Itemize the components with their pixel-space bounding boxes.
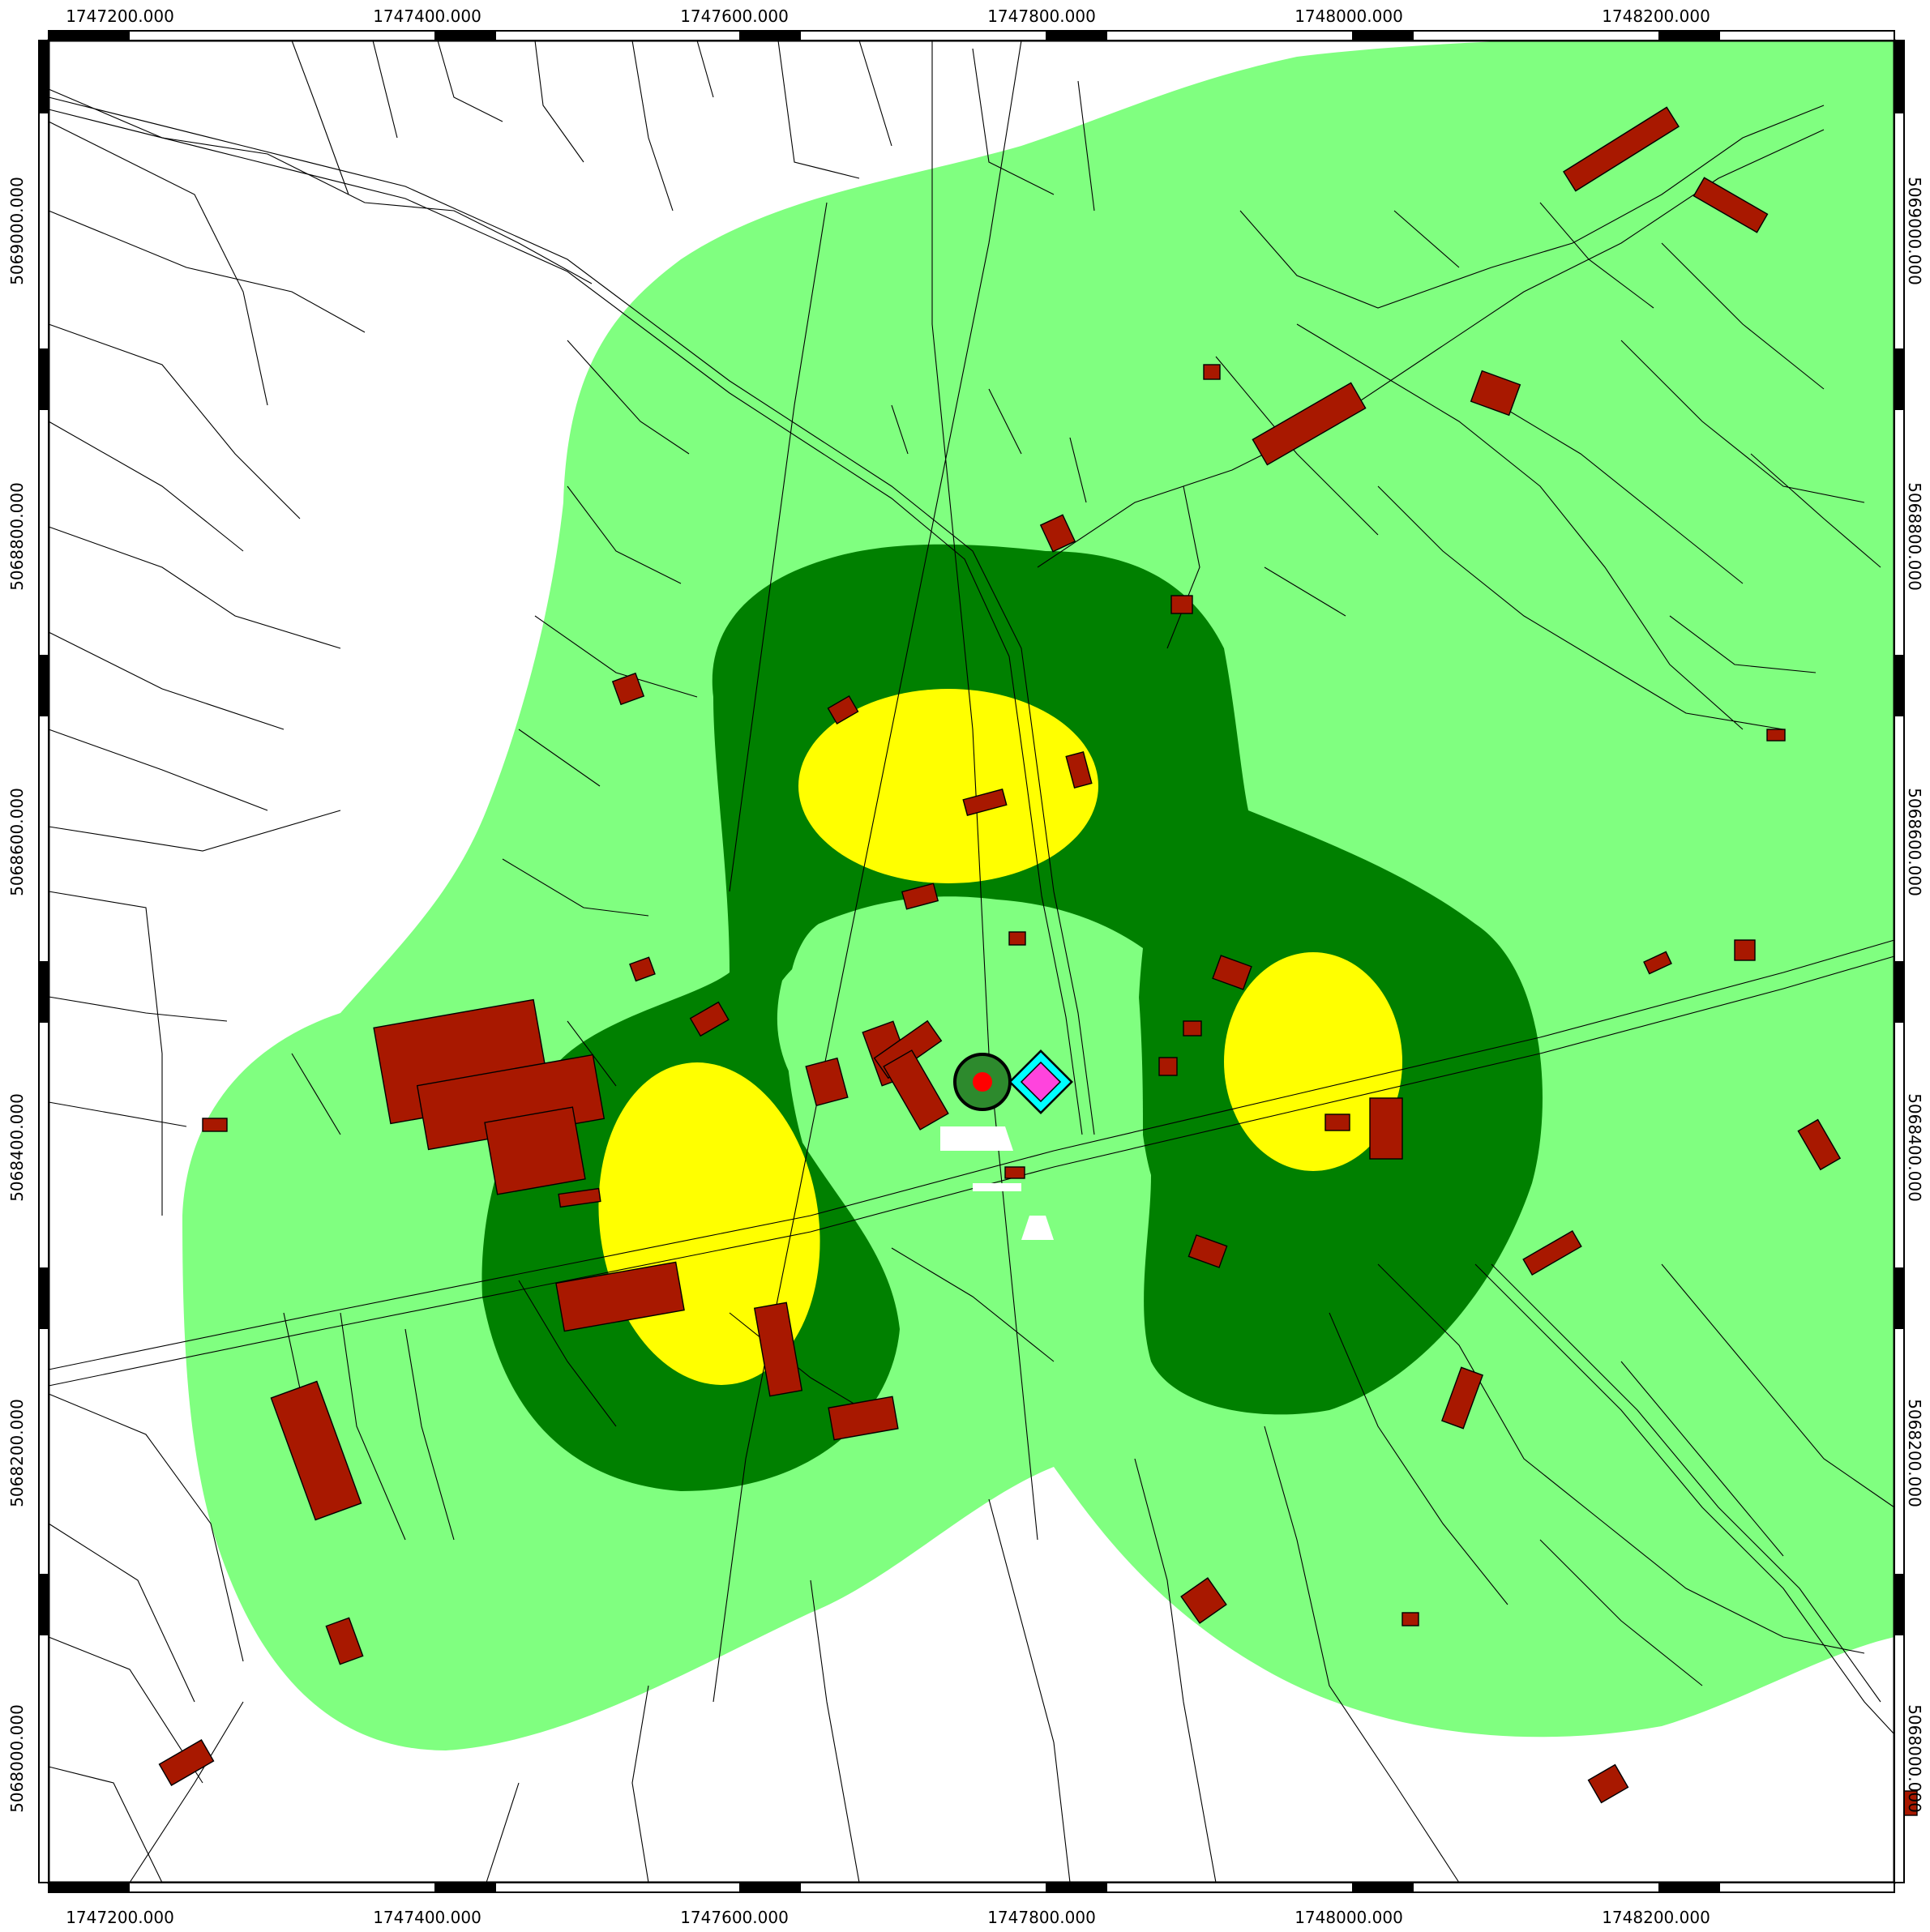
y-label-left: 5068400.000 (7, 1093, 27, 1202)
y-label-left: 5069000.000 (7, 177, 27, 285)
source-dot-icon (973, 1072, 992, 1092)
x-label-top: 1748000.000 (1295, 6, 1403, 26)
y-label-left: 5068800.000 (7, 482, 27, 591)
x-label-bottom: 1747600.000 (680, 1908, 789, 1927)
x-label-bottom: 1748000.000 (1295, 1908, 1403, 1927)
y-label-right: 5068600.000 (1905, 788, 1924, 896)
y-label-right: 5068000.000 (1905, 1704, 1924, 1813)
x-label-bottom: 1747800.000 (987, 1908, 1096, 1927)
y-label-right: 5068400.000 (1905, 1093, 1924, 1202)
source-marker[interactable] (953, 1053, 1012, 1111)
receptor-inner-icon (1020, 1061, 1062, 1103)
y-label-left: 5068000.000 (7, 1704, 27, 1813)
y-label-left: 5068600.000 (7, 788, 27, 896)
y-label-right: 5069000.000 (1905, 177, 1924, 285)
border-ticks (38, 30, 1905, 1893)
x-label-top: 1747600.000 (680, 6, 789, 26)
parcel-lines (48, 40, 1895, 1883)
y-label-left: 5068200.000 (7, 1399, 27, 1507)
x-label-top: 1747400.000 (373, 6, 481, 26)
y-label-right: 5068800.000 (1905, 482, 1924, 591)
receptor-marker[interactable] (1008, 1049, 1073, 1114)
roads (48, 96, 1895, 1883)
x-label-top: 1747200.000 (66, 6, 174, 26)
x-label-bottom: 1747400.000 (373, 1908, 481, 1927)
buildings (158, 106, 1918, 1816)
white-gaps (940, 1126, 1054, 1240)
x-label-top: 1747800.000 (987, 6, 1096, 26)
x-label-bottom: 1747200.000 (66, 1908, 174, 1927)
x-label-bottom: 1748200.000 (1602, 1908, 1710, 1927)
x-label-top: 1748200.000 (1602, 6, 1710, 26)
y-label-right: 5068200.000 (1905, 1399, 1924, 1507)
